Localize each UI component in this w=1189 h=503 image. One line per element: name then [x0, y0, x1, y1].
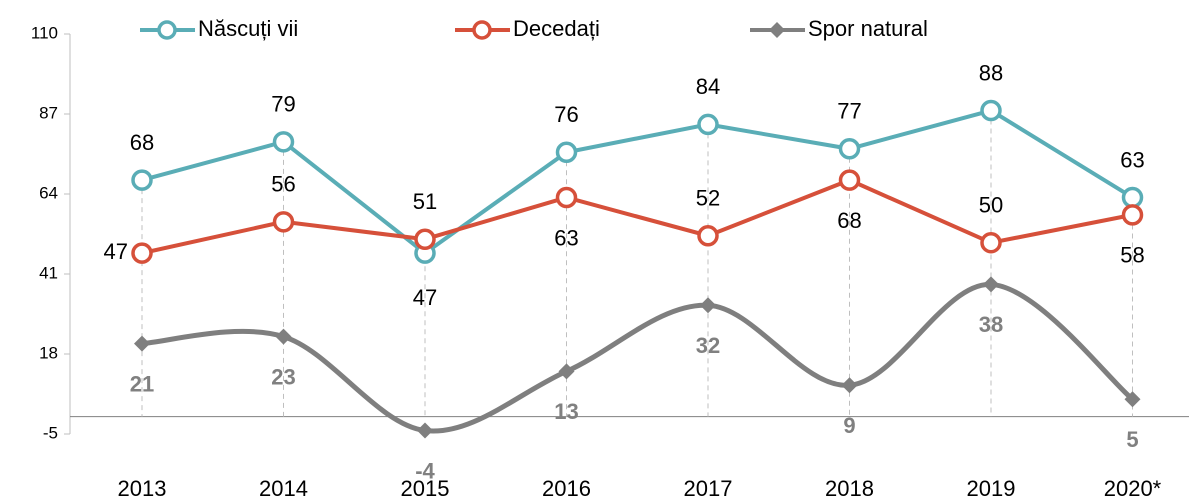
marker [841, 377, 858, 394]
data-label: 58 [1120, 243, 1144, 268]
data-label: 38 [979, 312, 1003, 337]
legend-label: Spor natural [808, 16, 928, 41]
data-label: 88 [979, 60, 1003, 85]
y-tick-label: 110 [31, 23, 58, 42]
data-label: -4 [415, 458, 435, 483]
marker [131, 242, 153, 264]
data-label: 50 [979, 193, 1003, 218]
y-tick-label: -5 [43, 423, 58, 442]
marker [980, 99, 1002, 122]
x-tick-label: 2014 [259, 476, 308, 501]
x-tick-label: 2015 [401, 476, 450, 501]
data-label: 23 [271, 364, 295, 389]
data-label: 51 [413, 189, 437, 214]
marker [417, 422, 433, 439]
x-tick-label: 2016 [542, 476, 591, 501]
marker [134, 335, 150, 352]
data-label: 77 [837, 99, 861, 124]
x-tick-label: 2019 [967, 476, 1016, 501]
data-label: 63 [1120, 147, 1144, 172]
data-label: 47 [413, 285, 437, 310]
marker [1121, 186, 1144, 209]
data-label: 21 [130, 371, 154, 396]
data-label: 68 [837, 208, 861, 233]
marker [700, 297, 716, 314]
y-tick-label: 64 [39, 183, 58, 202]
legend-label: Născuți vii [198, 16, 298, 41]
marker [697, 113, 719, 136]
data-label: 32 [696, 333, 720, 358]
x-tick-label: 2018 [825, 476, 874, 501]
marker [131, 169, 153, 191]
marker [980, 231, 1002, 254]
marker [1124, 391, 1141, 408]
legend-marker [472, 20, 492, 40]
marker [272, 211, 295, 233]
marker [838, 138, 861, 160]
data-label: 79 [271, 92, 295, 117]
legend-marker [769, 22, 785, 38]
marker [1121, 204, 1144, 226]
y-tick-label: 41 [39, 263, 58, 282]
x-tick-label: 2017 [684, 476, 733, 501]
y-tick-label: 18 [39, 343, 58, 362]
data-label: 47 [104, 239, 128, 264]
data-label: 56 [271, 172, 295, 197]
series-line [141, 177, 1133, 256]
data-label: 76 [554, 102, 578, 127]
marker [558, 363, 575, 380]
x-tick-label: 2013 [118, 476, 167, 501]
marker [555, 186, 578, 209]
marker [983, 276, 999, 293]
legend-marker [157, 20, 177, 40]
data-label: 84 [696, 74, 720, 99]
marker [555, 141, 578, 164]
y-tick-label: 87 [39, 103, 58, 122]
data-label: 52 [696, 186, 720, 211]
x-tick-label: 2020* [1104, 476, 1162, 501]
marker [838, 169, 861, 191]
series-line [141, 108, 1134, 256]
marker [275, 328, 292, 345]
data-label: 13 [554, 399, 578, 424]
marker [272, 131, 295, 153]
data-label: 63 [554, 225, 578, 250]
data-label: 5 [1126, 427, 1138, 452]
legend-label: Decedați [513, 16, 600, 41]
data-label: 68 [130, 130, 154, 155]
marker [697, 224, 719, 247]
series-line [141, 281, 1135, 434]
marker [414, 228, 436, 250]
data-label: 9 [843, 413, 855, 438]
